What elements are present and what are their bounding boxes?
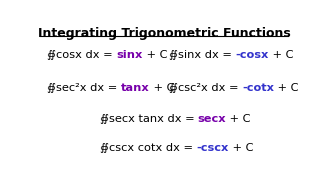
Text: ∯sinx dx =: ∯sinx dx = [169,50,236,60]
Text: + C: + C [269,50,293,60]
Text: + C: + C [143,50,168,60]
Text: + C: + C [226,114,251,124]
Text: secx: secx [198,114,226,124]
Text: -cscx: -cscx [196,143,228,153]
Text: + C: + C [150,83,175,93]
Text: ∯cscx cotx dx =: ∯cscx cotx dx = [100,143,196,153]
Text: Integrating Trigonometric Functions: Integrating Trigonometric Functions [38,27,290,40]
Text: + C: + C [228,143,253,153]
Text: tanx: tanx [121,83,150,93]
Text: sinx: sinx [117,50,143,60]
Text: ∯secx tanx dx =: ∯secx tanx dx = [100,114,198,124]
Text: ∯cosx dx =: ∯cosx dx = [47,50,117,60]
Text: + C: + C [274,83,299,93]
Text: -cosx: -cosx [236,50,269,60]
Text: ∯sec²x dx =: ∯sec²x dx = [47,83,121,93]
Text: ∯csc²x dx =: ∯csc²x dx = [169,83,242,93]
Text: -cotx: -cotx [242,83,274,93]
